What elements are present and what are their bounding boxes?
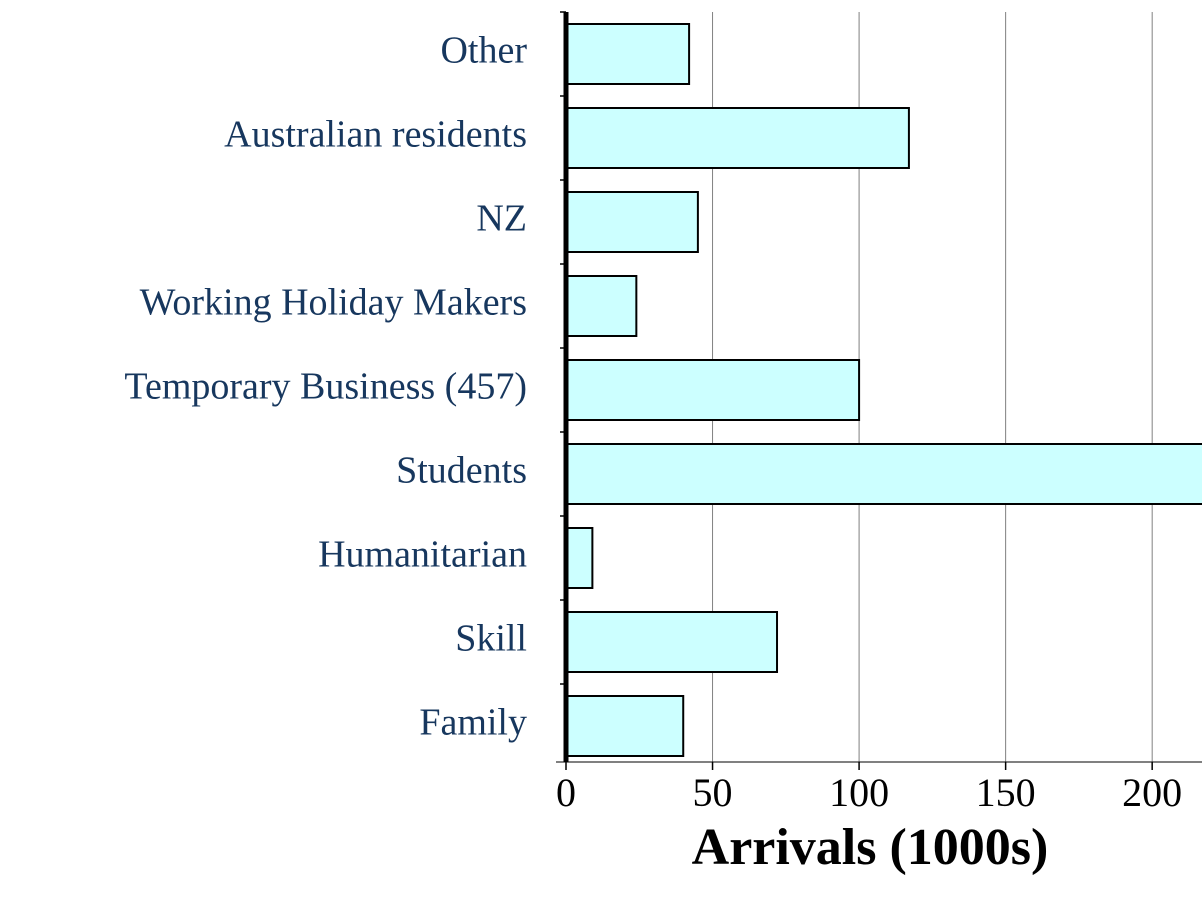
- x-tick-label: 50: [693, 770, 733, 815]
- y-tick-label: Working Holiday Makers: [140, 282, 527, 324]
- bar: [565, 611, 779, 673]
- bar: [565, 359, 861, 421]
- bar: [565, 443, 1202, 505]
- y-tick-label: NZ: [476, 198, 527, 240]
- x-tick-label: 0: [556, 770, 576, 815]
- x-tick-label: 200: [1122, 770, 1182, 815]
- x-tick-label: 100: [829, 770, 889, 815]
- bar: [565, 527, 594, 589]
- y-tick-label: Other: [440, 30, 527, 72]
- bar: [565, 107, 910, 169]
- y-tick-label: Humanitarian: [318, 534, 527, 576]
- x-axis-label: Arrivals (1000s): [692, 819, 1049, 876]
- y-tick-label: Family: [419, 702, 527, 744]
- bar: [565, 191, 699, 253]
- bar: [565, 695, 685, 757]
- bar: [565, 275, 638, 337]
- bar: [565, 23, 691, 85]
- y-tick-label: Temporary Business (457): [124, 366, 527, 408]
- x-tick-label: 150: [976, 770, 1036, 815]
- y-tick-label: Australian residents: [224, 114, 527, 156]
- y-tick-label: Students: [396, 450, 527, 492]
- y-tick-label: Skill: [455, 618, 527, 660]
